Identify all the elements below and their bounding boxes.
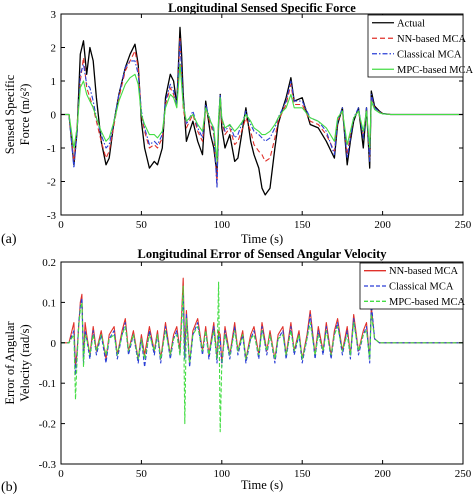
y-tick-label: -3 [47, 210, 57, 222]
panel-tag: (a) [1, 232, 17, 247]
x-tick-label: 50 [136, 468, 148, 480]
x-tick-label: 50 [136, 219, 148, 231]
chart-title: Longitudinal Sensed Specific Force [168, 1, 356, 15]
x-tick-label: 100 [214, 468, 231, 480]
legend: Actual NN-based MCA Classical MCA MPC-based… [367, 14, 474, 78]
panel-tag: (b) [1, 480, 18, 494]
y-tick-label: 0 [51, 338, 57, 350]
legend-label: Classical MCA [397, 49, 462, 60]
series-line-mpc-based-mca [61, 63, 463, 162]
y-axis-label-line2: Force (m/s²) [18, 84, 32, 146]
legend-label: NN-based MCA [389, 266, 459, 277]
y-tick-label: 2 [51, 43, 57, 55]
y-tick-label: 0.1 [42, 297, 56, 309]
x-tick-label: 200 [374, 468, 391, 480]
y-tick-label: -1 [47, 143, 56, 155]
chart-title: Longitudinal Error of Sensed Angular Vel… [137, 247, 387, 261]
y-tick-label: 1 [51, 76, 57, 88]
x-tick-label: 250 [455, 468, 472, 480]
y-axis-label-line1: Error of Angular [3, 321, 17, 405]
legend-label: Actual [397, 18, 425, 29]
y-tick-label: 0.2 [42, 257, 56, 269]
legend-label: NN-based MCA [397, 34, 467, 45]
x-tick-label: 150 [294, 468, 311, 480]
legend-label: MPC-based MCA [397, 65, 474, 76]
x-tick-label: 100 [214, 219, 231, 231]
x-tick-label: 0 [58, 468, 64, 480]
y-tick-label: 0 [51, 110, 57, 122]
chart-panel-1: 0 50 100 150 200 250 -0.3 -0.2 -0.1 0 0.1 0.2 Longit… [1, 247, 472, 494]
y-axis-label-line1: Sensed Specific [3, 74, 17, 154]
y-tick-label: 3 [51, 9, 57, 21]
axes-frame [60, 261, 464, 465]
y-tick-label: -0.3 [39, 459, 57, 471]
x-tick-label: 250 [455, 219, 472, 231]
legend: NN-based MCA Classical MCA MPC-based MCA [359, 262, 466, 310]
legend-label: Classical MCA [389, 282, 454, 293]
y-tick-label: -0.1 [39, 378, 56, 390]
x-axis-label: Time (s) [241, 478, 283, 492]
x-tick-label: 150 [294, 219, 311, 231]
x-tick-label: 0 [58, 219, 64, 231]
y-axis-label-line2: Velocity (rad/s) [18, 324, 32, 401]
y-tick-label: -0.2 [39, 419, 56, 431]
chart-panel-0: 0 50 100 150 200 250 -3 -2 -1 0 1 2 3 Longitudinal Se… [1, 1, 474, 247]
series-line-mpc-based-mca [61, 281, 463, 433]
x-tick-label: 200 [374, 219, 391, 231]
x-axis-label: Time (s) [241, 232, 283, 246]
y-tick-label: -2 [47, 177, 56, 189]
legend-box [367, 14, 464, 78]
legend-label: MPC-based MCA [389, 297, 466, 308]
